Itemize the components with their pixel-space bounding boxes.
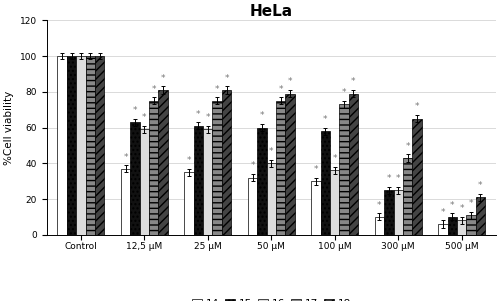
Text: *: *: [224, 74, 229, 83]
Bar: [222, 90, 231, 235]
Bar: [194, 126, 203, 235]
Legend: 14, 15, 16, 17, 18: 14, 15, 16, 17, 18: [190, 297, 353, 301]
Text: *: *: [406, 142, 410, 151]
Bar: [384, 190, 394, 235]
Text: *: *: [450, 201, 454, 210]
Bar: [130, 122, 140, 235]
Bar: [312, 181, 320, 235]
Bar: [184, 172, 194, 235]
Bar: [95, 56, 104, 235]
Text: *: *: [269, 147, 274, 156]
Bar: [257, 128, 266, 235]
Bar: [466, 215, 475, 235]
Text: *: *: [215, 85, 220, 94]
Text: *: *: [260, 111, 264, 120]
Bar: [448, 217, 457, 235]
Bar: [266, 163, 276, 235]
Bar: [375, 217, 384, 235]
Text: *: *: [196, 110, 200, 119]
Bar: [320, 131, 330, 235]
Text: *: *: [152, 85, 156, 94]
Text: *: *: [250, 161, 255, 170]
Bar: [149, 101, 158, 235]
Bar: [140, 129, 149, 235]
Text: *: *: [342, 88, 346, 97]
Bar: [438, 224, 448, 235]
Text: *: *: [377, 201, 382, 210]
Y-axis label: %Cell viability: %Cell viability: [4, 90, 14, 165]
Text: *: *: [206, 113, 210, 122]
Bar: [276, 101, 285, 235]
Text: *: *: [469, 199, 474, 208]
Bar: [340, 104, 349, 235]
Bar: [457, 221, 466, 235]
Text: *: *: [124, 153, 128, 162]
Bar: [349, 94, 358, 235]
Text: *: *: [460, 204, 464, 213]
Bar: [158, 90, 168, 235]
Bar: [76, 56, 86, 235]
Text: *: *: [314, 165, 318, 174]
Text: *: *: [323, 115, 328, 124]
Bar: [203, 129, 212, 235]
Bar: [248, 178, 257, 235]
Bar: [121, 169, 130, 235]
Bar: [394, 190, 403, 235]
Bar: [86, 56, 95, 235]
Bar: [212, 101, 222, 235]
Text: *: *: [187, 156, 192, 165]
Text: *: *: [278, 85, 283, 94]
Bar: [67, 56, 76, 235]
Text: *: *: [478, 181, 482, 190]
Text: *: *: [386, 174, 391, 183]
Text: *: *: [132, 106, 137, 115]
Text: *: *: [440, 208, 445, 217]
Bar: [286, 94, 294, 235]
Bar: [476, 197, 485, 235]
Text: *: *: [396, 174, 400, 183]
Bar: [412, 119, 422, 235]
Text: *: *: [142, 113, 146, 122]
Bar: [403, 158, 412, 235]
Text: *: *: [161, 74, 166, 83]
Text: *: *: [414, 102, 419, 111]
Text: *: *: [288, 77, 292, 86]
Text: *: *: [351, 77, 356, 86]
Title: HeLa: HeLa: [250, 4, 293, 19]
Bar: [330, 170, 340, 235]
Text: *: *: [332, 154, 337, 163]
Bar: [58, 56, 67, 235]
